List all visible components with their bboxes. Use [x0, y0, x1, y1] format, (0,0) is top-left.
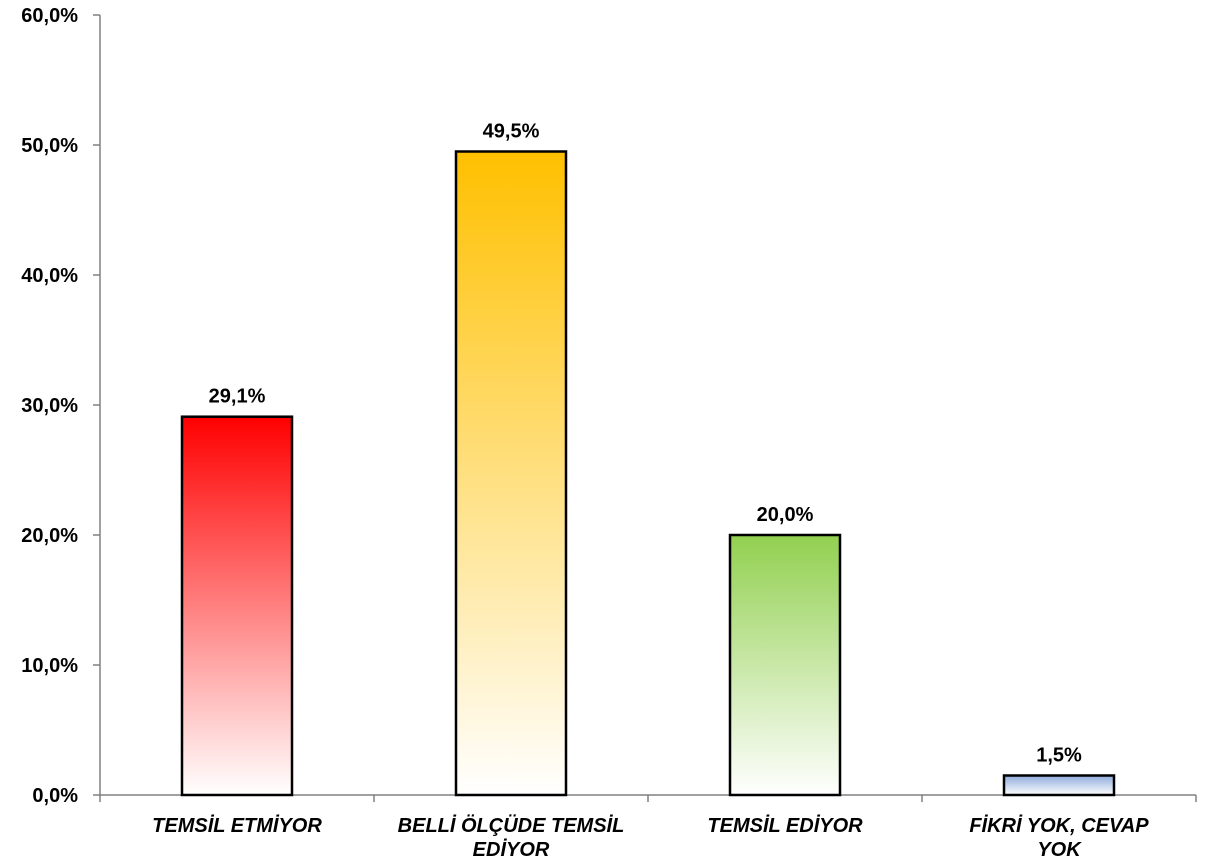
category-label: FİKRİ YOK, CEVAP: [969, 814, 1149, 837]
category-label: YOK: [1037, 839, 1082, 861]
data-label: 20,0%: [757, 504, 814, 526]
y-tick-label: 30,0%: [21, 395, 78, 417]
y-tick-label: 20,0%: [21, 525, 78, 547]
data-label: 1,5%: [1036, 745, 1082, 767]
bar: [728, 533, 842, 797]
labels: 29,1% TEMSİL ETMİYOR 49,5% BELLİ ÖLÇÜDE TEM…: [152, 121, 1149, 862]
bar: [1002, 774, 1116, 797]
category-label: TEMSİL EDİYOR: [707, 814, 863, 837]
category-label: BELLİ ÖLÇÜDE TEMSİL: [398, 814, 625, 837]
data-label: 29,1%: [209, 386, 266, 408]
y-tick-label: 40,0%: [21, 265, 78, 287]
data-label: 49,5%: [483, 121, 540, 143]
category-label: TEMSİL ETMİYOR: [152, 814, 322, 837]
y-tick-label: 50,0%: [21, 135, 78, 157]
category-label: EDİYOR: [473, 838, 550, 861]
bars: [180, 150, 1116, 797]
bar: [180, 415, 294, 797]
y-tick-label: 10,0%: [21, 655, 78, 677]
y-tick-label: 0,0%: [32, 785, 78, 807]
y-tick-label: 60,0%: [21, 5, 78, 27]
bar: [454, 150, 568, 797]
